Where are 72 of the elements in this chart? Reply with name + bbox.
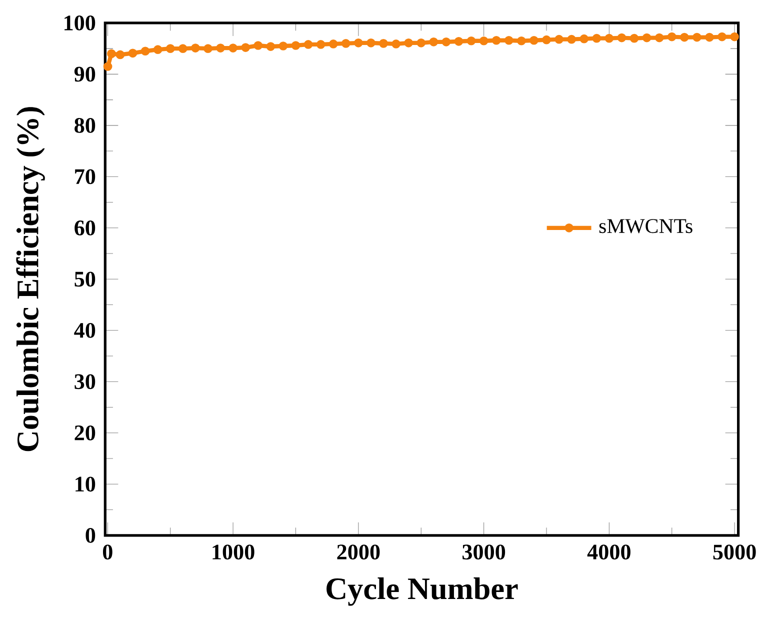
point <box>580 34 589 44</box>
y-tick-label: 20 <box>74 425 96 440</box>
point <box>166 44 175 53</box>
point <box>216 44 225 52</box>
x-tick-label: 2000 <box>337 544 380 560</box>
point <box>718 32 726 42</box>
point <box>454 36 464 46</box>
point <box>642 33 652 42</box>
point <box>479 36 488 46</box>
x-tick-label: 1000 <box>212 544 254 560</box>
point <box>191 44 200 52</box>
legend-label: sMWCNTs <box>599 218 692 234</box>
point <box>416 38 426 48</box>
point <box>730 32 739 42</box>
point <box>116 50 125 60</box>
y-tick-label: 10 <box>76 476 96 492</box>
point <box>692 32 702 42</box>
point <box>341 38 350 48</box>
point <box>254 40 263 50</box>
point <box>204 44 212 53</box>
point <box>316 40 326 49</box>
point <box>103 62 112 71</box>
point <box>516 36 526 46</box>
point <box>379 38 388 48</box>
point <box>392 39 400 48</box>
point <box>429 37 438 46</box>
point <box>128 48 138 58</box>
point <box>592 34 602 43</box>
point <box>604 34 614 43</box>
y-tick-label: 30 <box>74 374 96 389</box>
point <box>667 32 676 42</box>
point <box>366 38 376 48</box>
point <box>153 45 162 54</box>
point <box>680 32 689 42</box>
y-tick-label: 70 <box>75 169 96 184</box>
y-tick-label: 50 <box>74 272 96 287</box>
point <box>140 46 150 56</box>
y-tick-label: 100 <box>64 15 96 30</box>
point <box>354 38 363 48</box>
point <box>554 34 564 44</box>
y-tick-label: 80 <box>74 118 96 133</box>
point <box>106 49 116 58</box>
point <box>442 37 451 46</box>
point <box>567 34 576 44</box>
y-tick-label: 90 <box>74 66 96 82</box>
point <box>328 39 338 48</box>
point <box>228 44 238 52</box>
x-axis-title: Cycle Number <box>326 577 518 606</box>
point <box>630 34 639 43</box>
point <box>542 35 551 44</box>
point <box>492 36 501 45</box>
y-tick-label: 60 <box>74 220 96 236</box>
point <box>654 33 664 42</box>
point <box>530 36 538 45</box>
x-tick-label: 3000 <box>462 544 506 560</box>
y-tick-label: 40 <box>74 322 96 338</box>
x-tick-label: 0 <box>102 544 112 560</box>
point <box>404 38 413 48</box>
point <box>278 41 288 50</box>
x-tick-label: 5000 <box>713 544 756 560</box>
point <box>705 32 714 42</box>
point <box>466 36 476 46</box>
point <box>241 43 250 52</box>
x-tick-label: 4000 <box>587 544 630 560</box>
point <box>304 40 313 49</box>
y-tick-label: 0 <box>86 528 96 543</box>
point <box>617 33 626 42</box>
point <box>266 42 276 51</box>
point <box>178 44 188 53</box>
y-axis-title: Coulombic Efficiency (%) <box>16 106 45 452</box>
point <box>291 40 300 50</box>
point <box>504 36 514 45</box>
